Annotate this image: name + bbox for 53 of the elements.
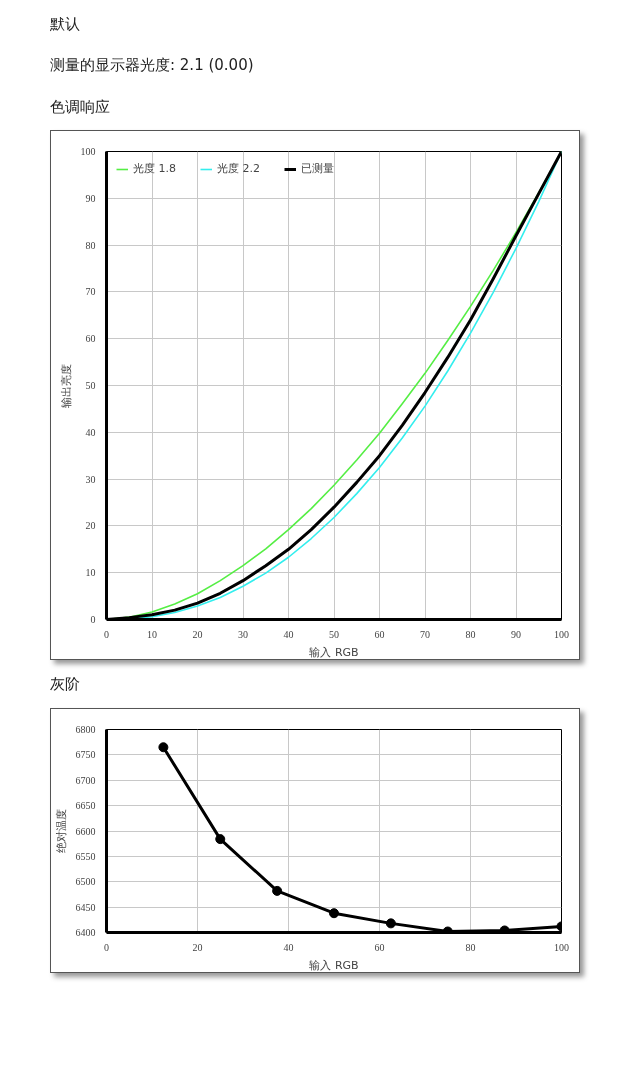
chart-title: 灰阶 (50, 674, 80, 696)
y-tick-label: 20 (85, 520, 96, 532)
x-tick-label: 40 (283, 941, 294, 953)
x-tick-label: 80 (465, 941, 476, 953)
y-tick-label: 6550 (75, 850, 96, 862)
x-tick-label: 40 (283, 628, 294, 640)
y-tick-label: 90 (85, 193, 96, 205)
y-axis-title: 绝对温度 (54, 808, 68, 853)
y-tick-label: 70 (85, 286, 96, 298)
x-tick-label: 0 (104, 628, 109, 640)
text: 默认 (50, 14, 80, 35)
point (329, 907, 339, 918)
y-tick-label: 60 (85, 333, 96, 345)
point (385, 918, 396, 929)
x-tick-label: 70 (420, 628, 430, 640)
y-axis-title: 输出亮度 (59, 363, 73, 408)
x-tick-label: 100 (554, 628, 569, 640)
y-tick-label: 80 (85, 239, 96, 251)
x-tick-label: 100 (554, 941, 569, 953)
x-tick-label: 30 (238, 628, 248, 640)
y-tick-label: 6500 (75, 875, 96, 887)
legend-label: 已测量 (301, 161, 334, 177)
x-tick-label: 50 (329, 628, 339, 640)
x-tick-label: 80 (465, 628, 476, 640)
point (215, 833, 226, 844)
y-tick-label: 6750 (75, 749, 96, 761)
y-tick-label: 6650 (75, 799, 96, 811)
x-axis-title: 输入 RGB (309, 958, 359, 972)
x-tick-label: 20 (192, 628, 203, 640)
y-tick-label: 10 (85, 567, 96, 579)
legend-label: 光度 2.2 (217, 161, 260, 177)
x-tick-label: 60 (374, 941, 385, 953)
y-tick-label: 40 (85, 427, 96, 439)
y-tick-label: 6700 (75, 774, 96, 786)
x-tick-label: 20 (192, 941, 203, 953)
y-tick-label: 6800 (75, 723, 96, 735)
x-tick-label: 90 (511, 628, 521, 640)
y-tick-label: 0 (90, 614, 96, 626)
y-tick-label: 6450 (75, 901, 96, 913)
point (272, 885, 283, 896)
y-tick-label: 100 (80, 146, 96, 158)
chart-title: 色调响应 (50, 96, 110, 118)
y-tick-label: 6400 (75, 926, 96, 938)
x-tick-label: 0 (104, 941, 109, 953)
legend-label: 光度 1.8 (133, 161, 176, 177)
y-tick-label: 6600 (75, 825, 96, 837)
y-tick-label: 50 (85, 380, 96, 392)
y-tick-label: 30 (85, 473, 96, 485)
text: 测量的显示器光度: 2.1 (0.00) (50, 55, 254, 77)
x-axis-title: 输入 RGB (309, 645, 359, 659)
point (158, 741, 169, 752)
x-tick-label: 10 (147, 628, 157, 640)
x-tick-label: 60 (374, 628, 385, 640)
